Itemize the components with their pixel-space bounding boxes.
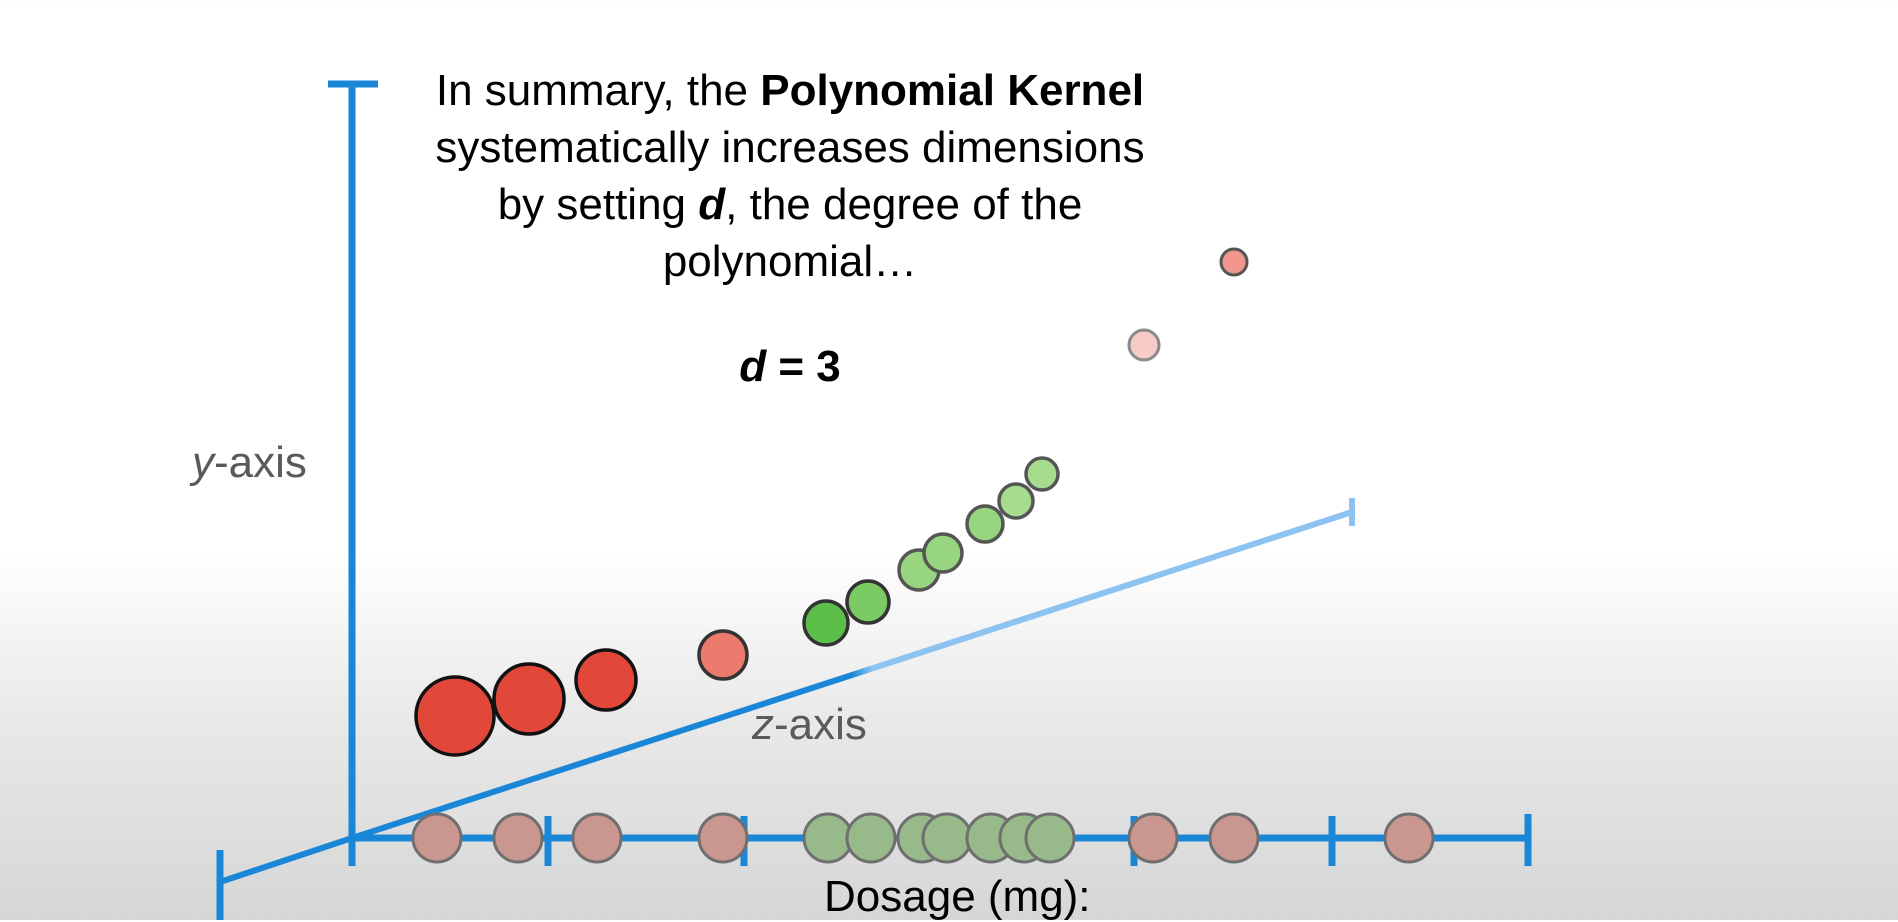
projected-point-red [697, 629, 749, 681]
z-axis-line [351, 509, 1353, 841]
projected-point-red [492, 662, 566, 736]
z-axis-rest: -axis [774, 700, 867, 749]
dosage-point-red [1383, 812, 1435, 864]
projected-points [414, 247, 1249, 757]
dosage-point-red [697, 812, 749, 864]
projected-point-red [574, 648, 638, 712]
dosage-points [411, 812, 1435, 864]
dosage-point-green [802, 812, 854, 864]
caption-variable: d [698, 180, 726, 229]
projected-point-green [1024, 456, 1060, 492]
projected-point-red-faded [1127, 328, 1161, 362]
projected-point-green [965, 504, 1005, 544]
z-axis-var: z [752, 700, 774, 749]
caption-text: In summary, the [435, 66, 761, 115]
degree-variable: d [739, 342, 767, 391]
projected-point-green [922, 532, 964, 574]
dosage-point-red [571, 812, 623, 864]
dosage-point-green [1024, 812, 1076, 864]
degree-label: d = 3 [690, 342, 890, 392]
dosage-point-red [492, 812, 544, 864]
z-axis-label: z-axis [752, 700, 867, 750]
projected-point-green [845, 579, 891, 625]
summary-caption: In summary, the Polynomial Kernel system… [380, 62, 1200, 290]
projected-point-green [997, 482, 1035, 520]
y-axis-label: y-axis [192, 438, 307, 488]
y-axis-var: y [192, 438, 214, 487]
dosage-point-red [1208, 812, 1260, 864]
z-axis-back [219, 835, 353, 885]
y-axis-rest: -axis [214, 438, 307, 487]
caption-text: systematically increases dimensions [435, 123, 1145, 172]
caption-bold-term: Polynomial Kernel [760, 66, 1145, 115]
projected-point-red [1219, 247, 1249, 277]
caption-text: by setting [497, 180, 699, 229]
degree-value: = 3 [766, 342, 841, 391]
dosage-point-red [1127, 812, 1179, 864]
dosage-point-red [411, 812, 463, 864]
dosage-point-green [845, 812, 897, 864]
dosage-point-green [921, 812, 973, 864]
caption-text: polynomial… [662, 237, 918, 286]
projected-point-green [802, 599, 850, 647]
caption-text: , the degree of the [725, 180, 1083, 229]
projected-point-red [414, 675, 496, 757]
x-axis-label: Dosage (mg): [824, 872, 1091, 921]
